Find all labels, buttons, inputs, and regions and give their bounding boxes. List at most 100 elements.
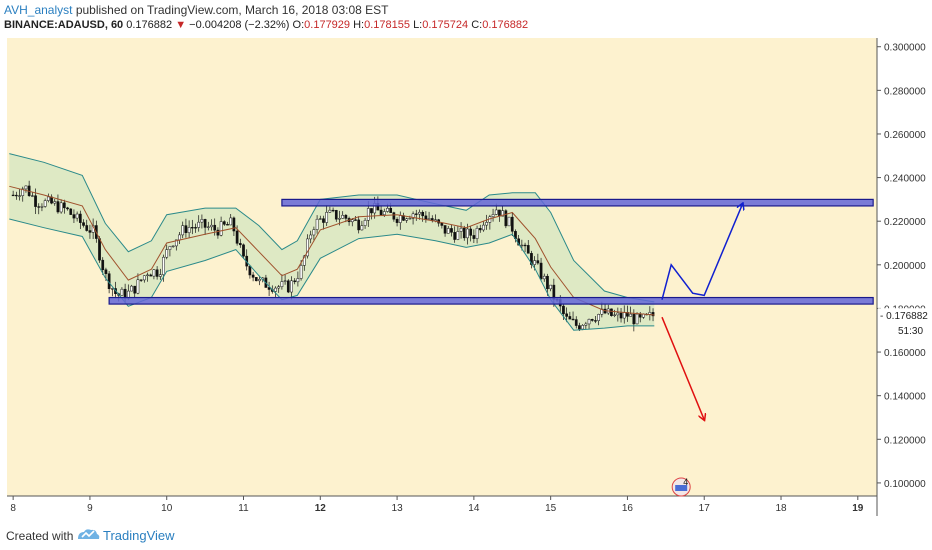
candle-body [322,218,325,223]
candle-body [226,224,229,226]
candle-body [434,219,437,221]
candle-body [581,325,584,330]
candle-body [24,185,28,190]
candle-body [318,218,322,220]
low-label: L: [413,19,423,31]
candle-body [533,260,537,265]
candle-body [622,312,626,319]
candle-body [638,313,642,318]
candle-body [536,260,540,264]
time-tick-label: 9 [87,503,93,514]
candle-body [613,314,616,316]
events-flag-icon [675,485,688,491]
candle-body [165,249,169,258]
candle-body [405,218,409,221]
candle-body [530,253,533,265]
countdown-label: 51:30 [898,326,923,337]
price-tick-label: 0.120000 [884,435,926,446]
candle-body [184,225,188,233]
candle-body [168,246,172,250]
candle-body [197,221,201,228]
candle-body [293,280,297,283]
candle-body [325,211,329,223]
candle-body [312,229,316,236]
candle-body [133,285,137,294]
candle-body [72,214,76,219]
price-tick-label: 0.260000 [884,130,926,141]
time-tick-label: 19 [852,503,864,514]
created-with-text: Created with [6,529,74,543]
candle-body [379,209,383,215]
candle-body [200,219,204,223]
price-chart[interactable]: 0.300000 0.280000 0.260000 0.240000 0.220000… [0,0,932,520]
candle-body [610,308,613,316]
candle-body [75,213,79,219]
candle-body [616,312,620,316]
candle-body [242,244,245,257]
candle-body [491,214,495,217]
candle-body [21,188,25,196]
candle-body [101,259,105,271]
price-tick-label: 0.160000 [884,348,926,359]
candle-body [635,313,639,325]
open-value: 0.177929 [304,19,351,31]
close-label: C: [471,19,483,31]
candle-body [549,284,553,290]
time-tick-label: 12 [315,503,327,514]
time-tick-label: 18 [775,503,787,514]
candle-body [162,256,165,275]
price-tick-label: 0.300000 [884,43,926,54]
candle-body [562,305,565,315]
price-change: −0.004208 (−2.32%) [189,19,290,31]
author-link[interactable]: AVH_analyst [4,3,73,17]
bollinger-middle-line [9,185,655,316]
candle-body [290,280,293,293]
candle-body [69,208,73,215]
candle-body [232,217,236,232]
candle-body [629,313,632,317]
tradingview-logo-icon [78,529,100,539]
candle-body [213,224,217,231]
resistance-zone [281,198,874,207]
candle-body [360,225,364,231]
candle-body [571,318,575,321]
tradingview-brand-link[interactable]: TradingView [103,528,175,543]
time-tick-label: 15 [545,503,557,514]
candle-body [178,234,181,241]
candle-body [174,239,178,247]
candle-body [507,216,511,227]
time-tick-label: 14 [468,503,480,514]
last-price: 0.176882 [126,19,173,31]
projection-arrow [661,316,704,420]
time-tick-label: 10 [161,503,173,514]
candle-body [229,217,233,226]
candle-body [411,213,415,219]
price-axis-background [877,38,930,518]
candle-body [366,208,370,221]
candle-body [66,207,69,210]
candle-body [498,209,501,217]
candle-body [350,219,354,223]
low-value: 0.175724 [422,19,469,31]
footer: Created with TradingView [0,520,932,550]
candle-body [206,226,210,228]
candle-body [238,243,242,246]
candle-body [574,319,578,326]
candle-body [389,207,393,213]
price-tick-label: 0.100000 [884,479,926,490]
candle-body [283,280,287,282]
candle-body [85,225,89,231]
candle-body [43,200,47,207]
symbol-info: BINANCE:ADAUSD, 60 0.176882 ▼ −0.004208 … [4,19,528,31]
candle-body [254,277,258,282]
symbol-name: BINANCE:ADAUSD, 60 [4,19,124,31]
price-tick-label: 0.200000 [884,261,926,272]
candle-body [149,274,153,277]
candle-body [414,213,418,215]
down-arrow-icon: ▼ [175,19,187,31]
candle-body [584,323,588,326]
candle-body [14,194,18,197]
candle-body [146,274,149,277]
bollinger-band-fill [9,153,655,331]
candle-body [565,313,569,317]
